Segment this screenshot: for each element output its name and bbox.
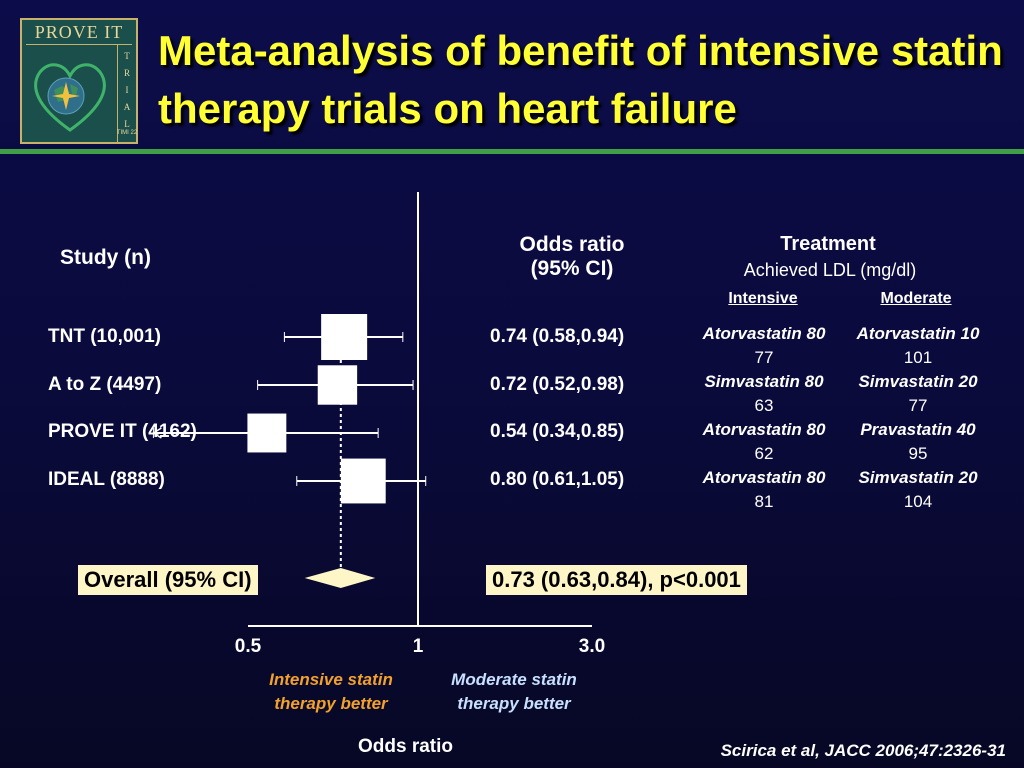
odds-ratio-value: 0.54 (0.34,0.85) — [490, 421, 625, 442]
x-tick-label: 0.5 — [234, 636, 262, 657]
odds-ratio-value: 0.74 (0.58,0.94) — [490, 326, 625, 347]
citation: Scirica et al, JACC 2006;47:2326-31 — [720, 741, 1006, 760]
intensive-better-line1: Intensive statin — [269, 670, 393, 689]
moderate-ldl: 77 — [908, 396, 928, 415]
logo-divider — [26, 44, 132, 45]
logo-letter: A — [123, 102, 131, 112]
achieved-ldl-header: Achieved LDL (mg/dl) — [743, 260, 917, 280]
logo-sub: TIMI 22 — [116, 130, 138, 136]
title-divider — [0, 149, 1024, 154]
moderate-ldl: 101 — [903, 348, 933, 367]
logo-divider-vertical — [117, 44, 118, 142]
study-marker — [321, 314, 368, 360]
intensive-drug: Atorvastatin 80 — [702, 324, 826, 343]
study-label: IDEAL (8888) — [48, 469, 165, 490]
logo-letter: T — [124, 51, 130, 61]
intensive-drug: Atorvastatin 80 — [702, 468, 826, 487]
logo-letter: I — [125, 85, 129, 95]
moderate-column-header: Moderate — [880, 290, 952, 307]
overall-result: 0.73 (0.63,0.84), p<0.001 — [486, 565, 747, 595]
treatment-header: Treatment — [780, 233, 876, 255]
moderate-drug: Simvastatin 20 — [858, 372, 978, 391]
intensive-better-line2: therapy better — [274, 694, 388, 713]
intensive-drug: Atorvastatin 80 — [702, 420, 826, 439]
logo-letter: L — [124, 119, 130, 129]
study-column-header: Study (n) — [60, 246, 151, 269]
odds-ratio-column-header: Odds ratio (95% CI) — [472, 233, 672, 281]
prove-it-logo: PROVE IT T R I A L TIMI 22 — [20, 18, 138, 144]
moderate-better-note: Moderate statin therapy better — [424, 668, 604, 716]
study-label: TNT (10,001) — [48, 326, 161, 347]
logo-trial-letters: T R I A L — [118, 48, 136, 133]
moderate-drug: Atorvastatin 10 — [856, 324, 980, 343]
intensive-ldl: 63 — [754, 396, 774, 415]
study-marker — [340, 458, 386, 504]
study-label: A to Z (4497) — [48, 374, 162, 395]
moderate-ldl: 95 — [908, 444, 928, 463]
overall-diamond — [304, 568, 376, 588]
moderate-drug: Pravastatin 40 — [860, 420, 976, 439]
odds-ratio-header-line2: (95% CI) — [530, 257, 614, 280]
x-tick-label: 1 — [412, 636, 424, 657]
study-marker — [247, 413, 287, 453]
x-axis-title: Odds ratio — [358, 736, 454, 757]
ci-arrow — [151, 427, 162, 439]
moderate-better-line1: Moderate statin — [451, 670, 577, 689]
moderate-better-line2: therapy better — [457, 694, 571, 713]
intensive-ldl: 77 — [754, 348, 774, 367]
intensive-column-header: Intensive — [728, 290, 798, 307]
study-marker — [317, 365, 358, 405]
logo-letter: R — [123, 68, 130, 78]
moderate-drug: Simvastatin 20 — [858, 468, 978, 487]
x-tick-label: 3.0 — [578, 636, 606, 657]
odds-ratio-value: 0.80 (0.61,1.05) — [490, 469, 625, 490]
heart-globe-icon — [34, 63, 106, 132]
intensive-ldl: 62 — [754, 444, 774, 463]
logo-name: PROVE IT — [34, 22, 124, 42]
overall-label: Overall (95% CI) — [78, 565, 258, 595]
moderate-ldl: 104 — [903, 492, 933, 511]
odds-ratio-value: 0.72 (0.52,0.98) — [490, 374, 625, 395]
intensive-ldl: 81 — [754, 492, 774, 511]
intensive-drug: Simvastatin 80 — [704, 372, 824, 391]
intensive-better-note: Intensive statin therapy better — [240, 668, 422, 716]
slide-title: Meta-analysis of benefit of intensive st… — [158, 27, 1003, 132]
odds-ratio-header-line1: Odds ratio — [519, 233, 625, 256]
